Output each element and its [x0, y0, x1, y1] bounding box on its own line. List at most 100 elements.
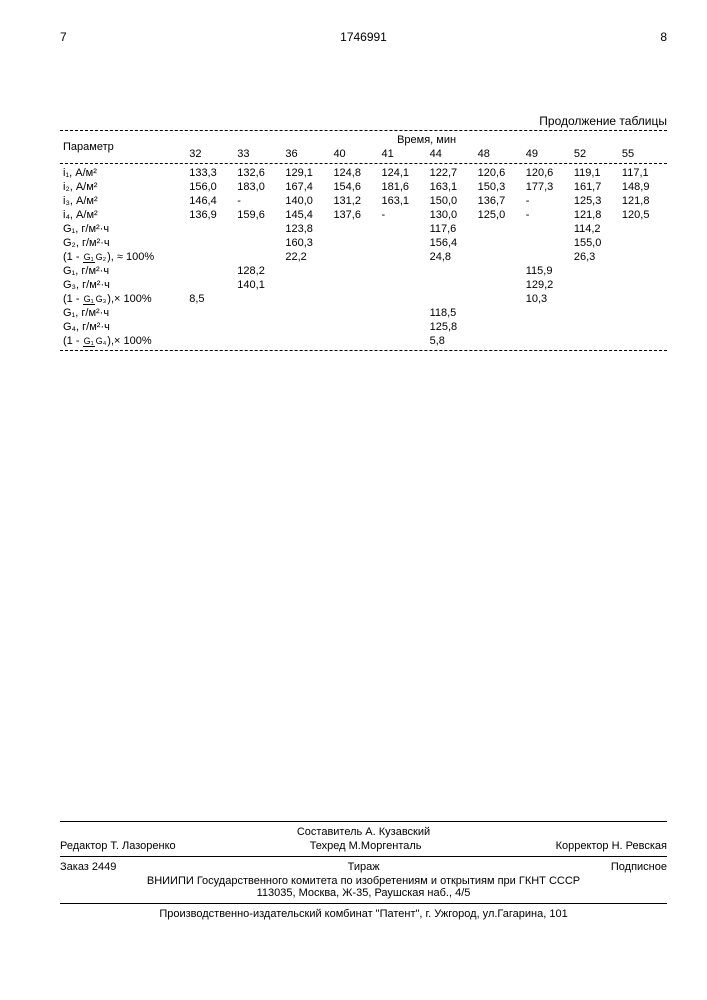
time-col: 41: [379, 147, 427, 161]
value-cell: 117,1: [619, 166, 667, 180]
calc-cell: [619, 250, 667, 264]
value-cell: [186, 264, 234, 278]
value-cell: 150,0: [427, 194, 475, 208]
calc-cell: [330, 250, 378, 264]
value-cell: [186, 236, 234, 250]
value-cell: 125,0: [475, 208, 523, 222]
value-cell: [571, 306, 619, 320]
value-cell: -: [523, 208, 571, 222]
value-cell: 136,7: [475, 194, 523, 208]
value-cell: 163,1: [379, 194, 427, 208]
value-cell: [330, 236, 378, 250]
value-cell: 137,6: [330, 208, 378, 222]
param-cell: G₄, г/м²·ч: [60, 320, 186, 334]
value-cell: 140,1: [234, 278, 282, 292]
calc-cell: [523, 334, 571, 348]
addr1: 113035, Москва, Ж-35, Раушская наб., 4/5: [60, 887, 667, 899]
value-cell: 120,6: [475, 166, 523, 180]
tiraz: Тираж: [348, 861, 380, 873]
calc-cell: [475, 250, 523, 264]
time-col: 33: [234, 147, 282, 161]
calc-cell: [186, 250, 234, 264]
time-col: 32: [186, 147, 234, 161]
calc-param: (1 - G₁G₃),× 100%: [60, 292, 186, 306]
value-cell: 163,1: [427, 180, 475, 194]
rows3: G₁, г/м²·ч118,5G₄, г/м²·ч125,8: [60, 306, 667, 334]
corrector: Корректор Н. Ревская: [556, 840, 667, 852]
calc-cell: [186, 334, 234, 348]
value-cell: 181,6: [379, 180, 427, 194]
param-cell: G₁, г/м²·ч: [60, 264, 186, 278]
tech-editor: Техред М.Моргенталь: [310, 840, 422, 852]
calc-cell: 10,3: [523, 292, 571, 306]
value-cell: [619, 320, 667, 334]
divider: [60, 163, 667, 164]
value-cell: 167,4: [282, 180, 330, 194]
value-cell: 183,0: [234, 180, 282, 194]
calc-cell: [379, 250, 427, 264]
value-cell: 156,0: [186, 180, 234, 194]
time-col: 44: [427, 147, 475, 161]
podpisnoe: Подписное: [611, 861, 667, 873]
value-cell: [379, 236, 427, 250]
time-col: 55: [619, 147, 667, 161]
value-cell: [330, 306, 378, 320]
calc-cell: 5,8: [427, 334, 475, 348]
calc-cell: [234, 292, 282, 306]
value-cell: 129,2: [523, 278, 571, 292]
calc-cell: [475, 292, 523, 306]
calc-cell: [282, 292, 330, 306]
divider: [60, 130, 667, 131]
param-cell: G₁, г/м²·ч: [60, 222, 186, 236]
divider: [60, 350, 667, 351]
value-cell: [330, 278, 378, 292]
calc-cell: [475, 334, 523, 348]
param-cell: i₄, А/м²: [60, 208, 186, 222]
time-col: 52: [571, 147, 619, 161]
value-cell: 148,9: [619, 180, 667, 194]
page-right: 8: [660, 30, 667, 44]
value-cell: [571, 264, 619, 278]
value-cell: [234, 306, 282, 320]
value-cell: 133,3: [186, 166, 234, 180]
value-cell: [619, 306, 667, 320]
value-cell: [379, 264, 427, 278]
time-col: 40: [330, 147, 378, 161]
value-cell: 154,6: [330, 180, 378, 194]
value-cell: -: [523, 194, 571, 208]
value-cell: [282, 264, 330, 278]
value-cell: [282, 278, 330, 292]
value-cell: [523, 222, 571, 236]
value-cell: 177,3: [523, 180, 571, 194]
value-cell: 125,3: [571, 194, 619, 208]
calc-cell: 22,2: [282, 250, 330, 264]
calc-cell: [619, 334, 667, 348]
value-cell: 155,0: [571, 236, 619, 250]
value-cell: [427, 264, 475, 278]
calc-cell: [571, 292, 619, 306]
value-cell: 160,3: [282, 236, 330, 250]
value-cell: 159,6: [234, 208, 282, 222]
calc-cell: [330, 334, 378, 348]
calc-cell: [523, 250, 571, 264]
value-cell: 117,6: [427, 222, 475, 236]
calc-cell: 26,3: [571, 250, 619, 264]
value-cell: [282, 320, 330, 334]
value-cell: [330, 264, 378, 278]
data-table: Параметр Время, мин 32333640414448495255: [60, 133, 667, 161]
value-cell: [234, 320, 282, 334]
value-cell: 120,5: [619, 208, 667, 222]
value-cell: [379, 306, 427, 320]
calc-cell: [379, 292, 427, 306]
continuation-label: Продолжение таблицы: [60, 114, 667, 128]
value-cell: 146,4: [186, 194, 234, 208]
value-cell: 124,1: [379, 166, 427, 180]
calc-cell: [571, 334, 619, 348]
vniipi: ВНИИПИ Государственного комитета по изоб…: [60, 875, 667, 887]
value-cell: [330, 222, 378, 236]
value-cell: [234, 236, 282, 250]
param-cell: G₁, г/м²·ч: [60, 306, 186, 320]
value-cell: 128,2: [234, 264, 282, 278]
value-cell: 123,8: [282, 222, 330, 236]
value-cell: [186, 306, 234, 320]
